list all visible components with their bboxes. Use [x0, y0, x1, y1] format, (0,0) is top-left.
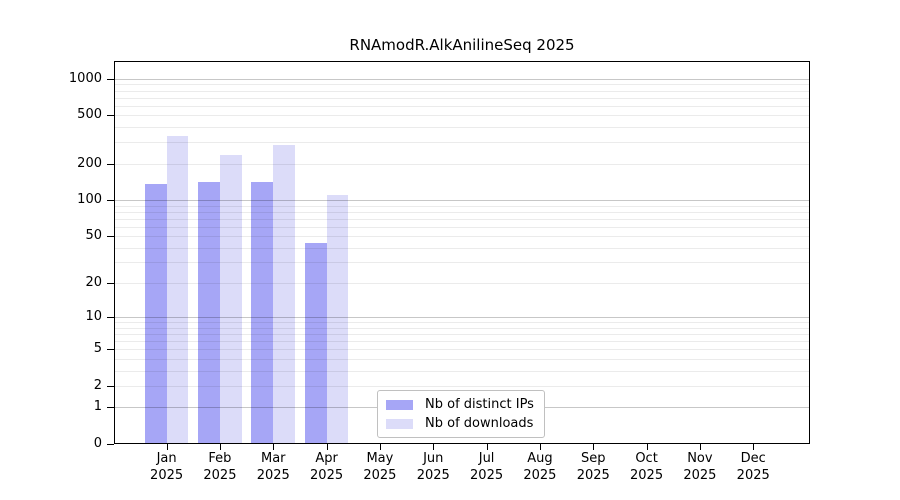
y-tick-mark [107, 317, 114, 319]
gridline-minor [114, 90, 810, 92]
legend-swatch-downloads [386, 418, 413, 429]
legend: Nb of distinct IPs Nb of downloads [377, 390, 545, 438]
y-tick-mark [107, 444, 114, 445]
y-tick-mark [107, 236, 114, 238]
y-tick-label: 1000 [68, 70, 102, 86]
legend-item-distinct-ips: Nb of distinct IPs [386, 398, 544, 411]
x-tick-label-feb: Feb 2025 [203, 451, 237, 483]
gridline-minor [114, 84, 810, 86]
chart-title: RNAmodR.AlkAnilineSeq 2025 [349, 36, 575, 54]
bar-feb-downloads [219, 154, 242, 444]
x-tick-label-sep: Sep 2025 [576, 451, 610, 483]
legend-label-downloads: Nb of downloads [425, 416, 534, 431]
y-tick-mark [107, 407, 114, 409]
y-tick-label: 20 [85, 275, 102, 291]
x-tick-mark [273, 444, 275, 450]
x-tick-mark [646, 444, 648, 450]
x-tick-label-oct: Oct 2025 [630, 451, 664, 483]
y-tick-mark [107, 349, 114, 351]
gridline-minor [114, 105, 810, 107]
x-tick-label-aug: Aug 2025 [523, 451, 557, 483]
y-tick-label: 10 [85, 309, 102, 325]
gridline-minor [114, 115, 810, 117]
bar-feb-distinct-ips [198, 182, 220, 444]
y-tick-label: 200 [77, 155, 102, 171]
y-tick-label: 100 [77, 192, 102, 208]
bar-apr-distinct-ips [304, 242, 327, 444]
x-tick-label-mar: Mar 2025 [256, 451, 290, 483]
x-tick-mark [166, 444, 168, 450]
y-tick-label: 2 [93, 377, 102, 393]
y-tick-label: 0 [93, 436, 102, 451]
y-tick-label: 1 [93, 399, 102, 415]
x-tick-label-jan: Jan 2025 [150, 451, 184, 483]
y-tick-label: 500 [77, 107, 102, 123]
plot-area: Nb of distinct IPs Nb of downloads [114, 61, 810, 444]
legend-swatch-distinct-ips [386, 399, 413, 410]
y-tick-mark [107, 78, 114, 80]
x-tick-mark [433, 444, 435, 450]
x-tick-label-apr: Apr 2025 [310, 451, 344, 483]
gridline-minor [114, 127, 810, 129]
y-tick-mark [107, 200, 114, 202]
x-tick-label-may: May 2025 [363, 451, 397, 483]
y-tick-label: 50 [85, 228, 102, 244]
bar-apr-downloads [326, 195, 349, 444]
bar-mar-distinct-ips [251, 181, 274, 444]
x-tick-mark [593, 444, 595, 450]
bar-jan-downloads [166, 135, 189, 444]
bar-mar-downloads [273, 144, 296, 444]
x-tick-mark [486, 444, 488, 450]
y-tick-mark [107, 283, 114, 285]
gridline-minor [114, 163, 810, 165]
x-tick-mark [539, 444, 541, 450]
x-tick-mark [219, 444, 221, 450]
x-tick-label-jun: Jun 2025 [416, 451, 450, 483]
y-tick-label: 5 [93, 341, 102, 357]
y-tick-mark [107, 163, 114, 165]
x-tick-mark [326, 444, 328, 450]
legend-label-distinct-ips: Nb of distinct IPs [425, 397, 534, 412]
x-tick-mark [753, 444, 755, 450]
x-tick-label-jul: Jul 2025 [470, 451, 504, 483]
x-tick-mark [699, 444, 701, 450]
bar-jan-distinct-ips [144, 184, 167, 444]
y-tick-mark [107, 385, 114, 387]
x-tick-mark [379, 444, 381, 450]
gridline-minor [114, 97, 810, 99]
gridline-major [114, 78, 810, 80]
legend-item-downloads: Nb of downloads [386, 417, 544, 430]
x-tick-label-nov: Nov 2025 [683, 451, 717, 483]
y-tick-mark [107, 115, 114, 117]
gridline-minor [114, 142, 810, 144]
x-tick-label-dec: Dec 2025 [736, 451, 770, 483]
